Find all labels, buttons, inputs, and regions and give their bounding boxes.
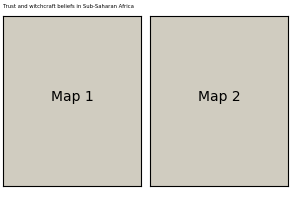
Text: Map 2: Map 2	[198, 90, 240, 104]
Text: Map 1: Map 1	[51, 90, 93, 104]
Text: Trust and witchcraft beliefs in Sub-Saharan Africa: Trust and witchcraft beliefs in Sub-Saha…	[3, 4, 134, 9]
